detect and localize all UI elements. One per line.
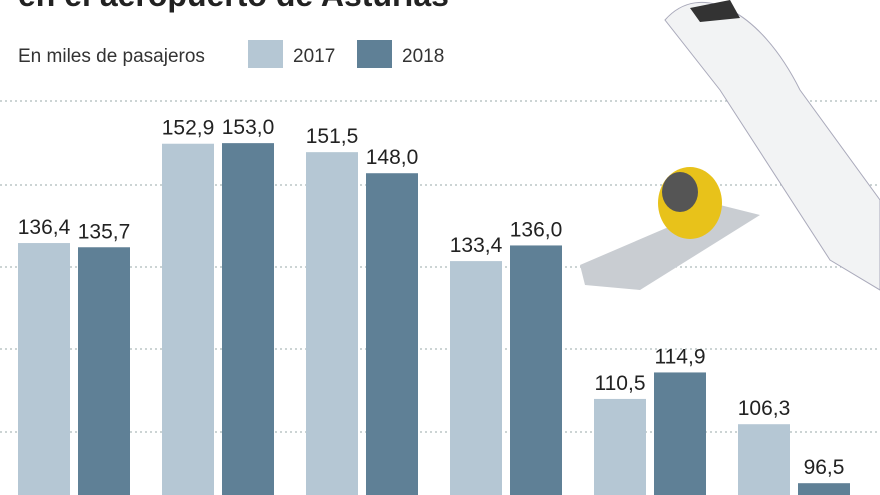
bar [162,143,214,495]
cockpit [690,0,740,22]
value-label: 151,5 [306,125,359,148]
value-label: 135,7 [78,220,131,243]
legend-label: 2017 [293,46,335,67]
bar [78,247,130,495]
value-label: 133,4 [450,234,503,257]
airplane [580,0,880,291]
value-label: 136,4 [18,216,71,239]
bar [654,372,706,495]
bar [798,483,850,495]
bar [222,143,274,495]
legend-swatch [248,40,283,68]
bar [306,152,358,495]
grid [0,100,880,433]
bar [594,398,646,495]
bar [366,173,418,495]
engine-intake [662,172,698,212]
bar [18,243,70,495]
chart-title: en el aeropuerto de Asturias [18,0,449,13]
value-label: 96,5 [804,456,845,479]
bar [450,261,502,495]
value-label: 136,0 [510,218,563,241]
bar [510,245,562,495]
value-label: 153,0 [222,116,275,139]
bar [738,424,790,495]
value-label: 110,5 [595,372,646,395]
subtitle: En miles de pasajeros [18,46,205,67]
value-label: 148,0 [366,146,419,169]
value-label: 106,3 [738,397,791,420]
legend-label: 2018 [402,46,444,67]
legend-swatch [357,40,392,68]
value-label: 114,9 [655,345,706,368]
value-label: 152,9 [162,117,215,140]
wing [580,205,760,290]
fuselage [664,2,880,291]
